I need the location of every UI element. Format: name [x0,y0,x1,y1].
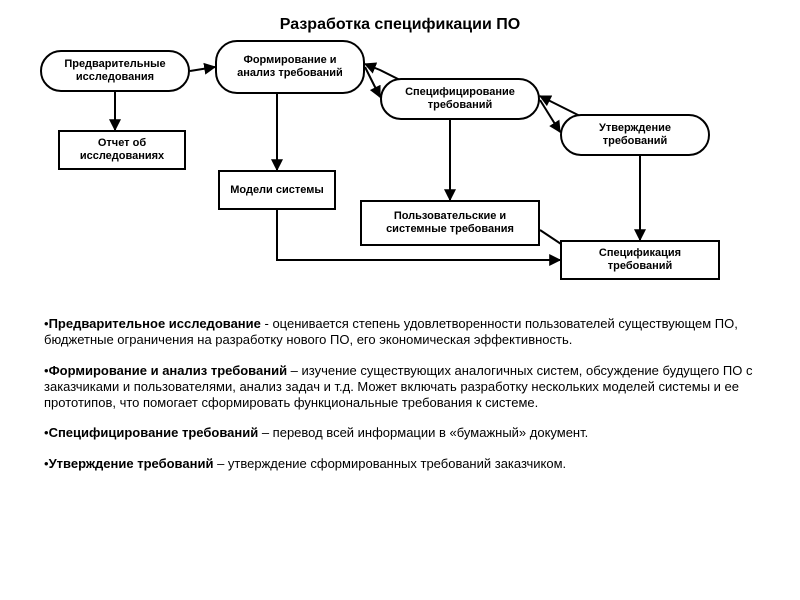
description-item-2: •Специфицирование требований – перевод в… [44,425,756,441]
node-r3: Пользовательские и системные требования [360,200,540,246]
node-r1: Отчет об исследованиях [58,130,186,170]
description-item-3: •Утверждение требований – утверждение сф… [44,456,756,472]
description-term: Предварительное исследование [49,316,261,331]
edge-n3-n2 [365,64,400,80]
description-term: Утверждение требований [49,456,214,471]
edge-n3-n4 [540,100,560,132]
description-item-0: •Предварительное исследование - оценивае… [44,316,756,349]
edge-n4-n3 [540,96,580,116]
edge-n2-n3 [365,67,380,97]
description-term: Формирование и анализ требований [49,363,288,378]
node-n4: Утверждение требований [560,114,710,156]
node-n1: Предварительные исследования [40,50,190,92]
description-item-1: •Формирование и анализ требований – изуч… [44,363,756,412]
flowchart-diagram: Предварительные исследования Формирование… [40,40,760,300]
node-r4: Спецификация требований [560,240,720,280]
description-text: – перевод всей информации в «бумажный» д… [258,425,588,440]
description-text: – утверждение сформированных требований … [213,456,566,471]
node-r2: Модели системы [218,170,336,210]
node-n3: Специфицирование требований [380,78,540,120]
description-term: Специфицирование требований [49,425,259,440]
node-n2: Формирование и анализ требований [215,40,365,94]
description-block: •Предварительное исследование - оценивае… [44,316,756,486]
edge-n1-n2 [190,67,215,71]
page-title: Разработка спецификации ПО [0,16,800,34]
